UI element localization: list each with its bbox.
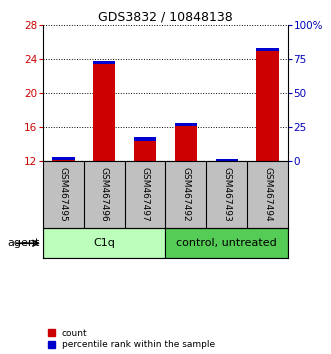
Bar	[256, 48, 279, 51]
Text: C1q: C1q	[93, 238, 115, 248]
Bar	[175, 123, 197, 161]
Text: GSM467492: GSM467492	[181, 167, 190, 221]
Bar	[134, 137, 156, 141]
Text: control, untreated: control, untreated	[176, 238, 277, 248]
Text: GSM467493: GSM467493	[222, 167, 231, 221]
Legend: count, percentile rank within the sample: count, percentile rank within the sample	[48, 329, 215, 349]
Bar	[43, 228, 166, 258]
Text: GSM467495: GSM467495	[59, 167, 68, 221]
Bar	[134, 137, 156, 161]
Title: GDS3832 / 10848138: GDS3832 / 10848138	[98, 11, 233, 24]
Bar	[93, 62, 116, 64]
Text: GSM467496: GSM467496	[100, 167, 109, 221]
Bar	[215, 159, 238, 161]
Bar	[175, 123, 197, 126]
Bar	[166, 228, 288, 258]
Bar	[256, 48, 279, 161]
Bar	[215, 159, 238, 162]
Text: agent: agent	[7, 238, 40, 248]
Bar	[93, 62, 116, 161]
Text: GSM467497: GSM467497	[141, 167, 150, 221]
Bar	[52, 157, 75, 160]
Bar	[52, 157, 75, 161]
Text: GSM467494: GSM467494	[263, 167, 272, 221]
